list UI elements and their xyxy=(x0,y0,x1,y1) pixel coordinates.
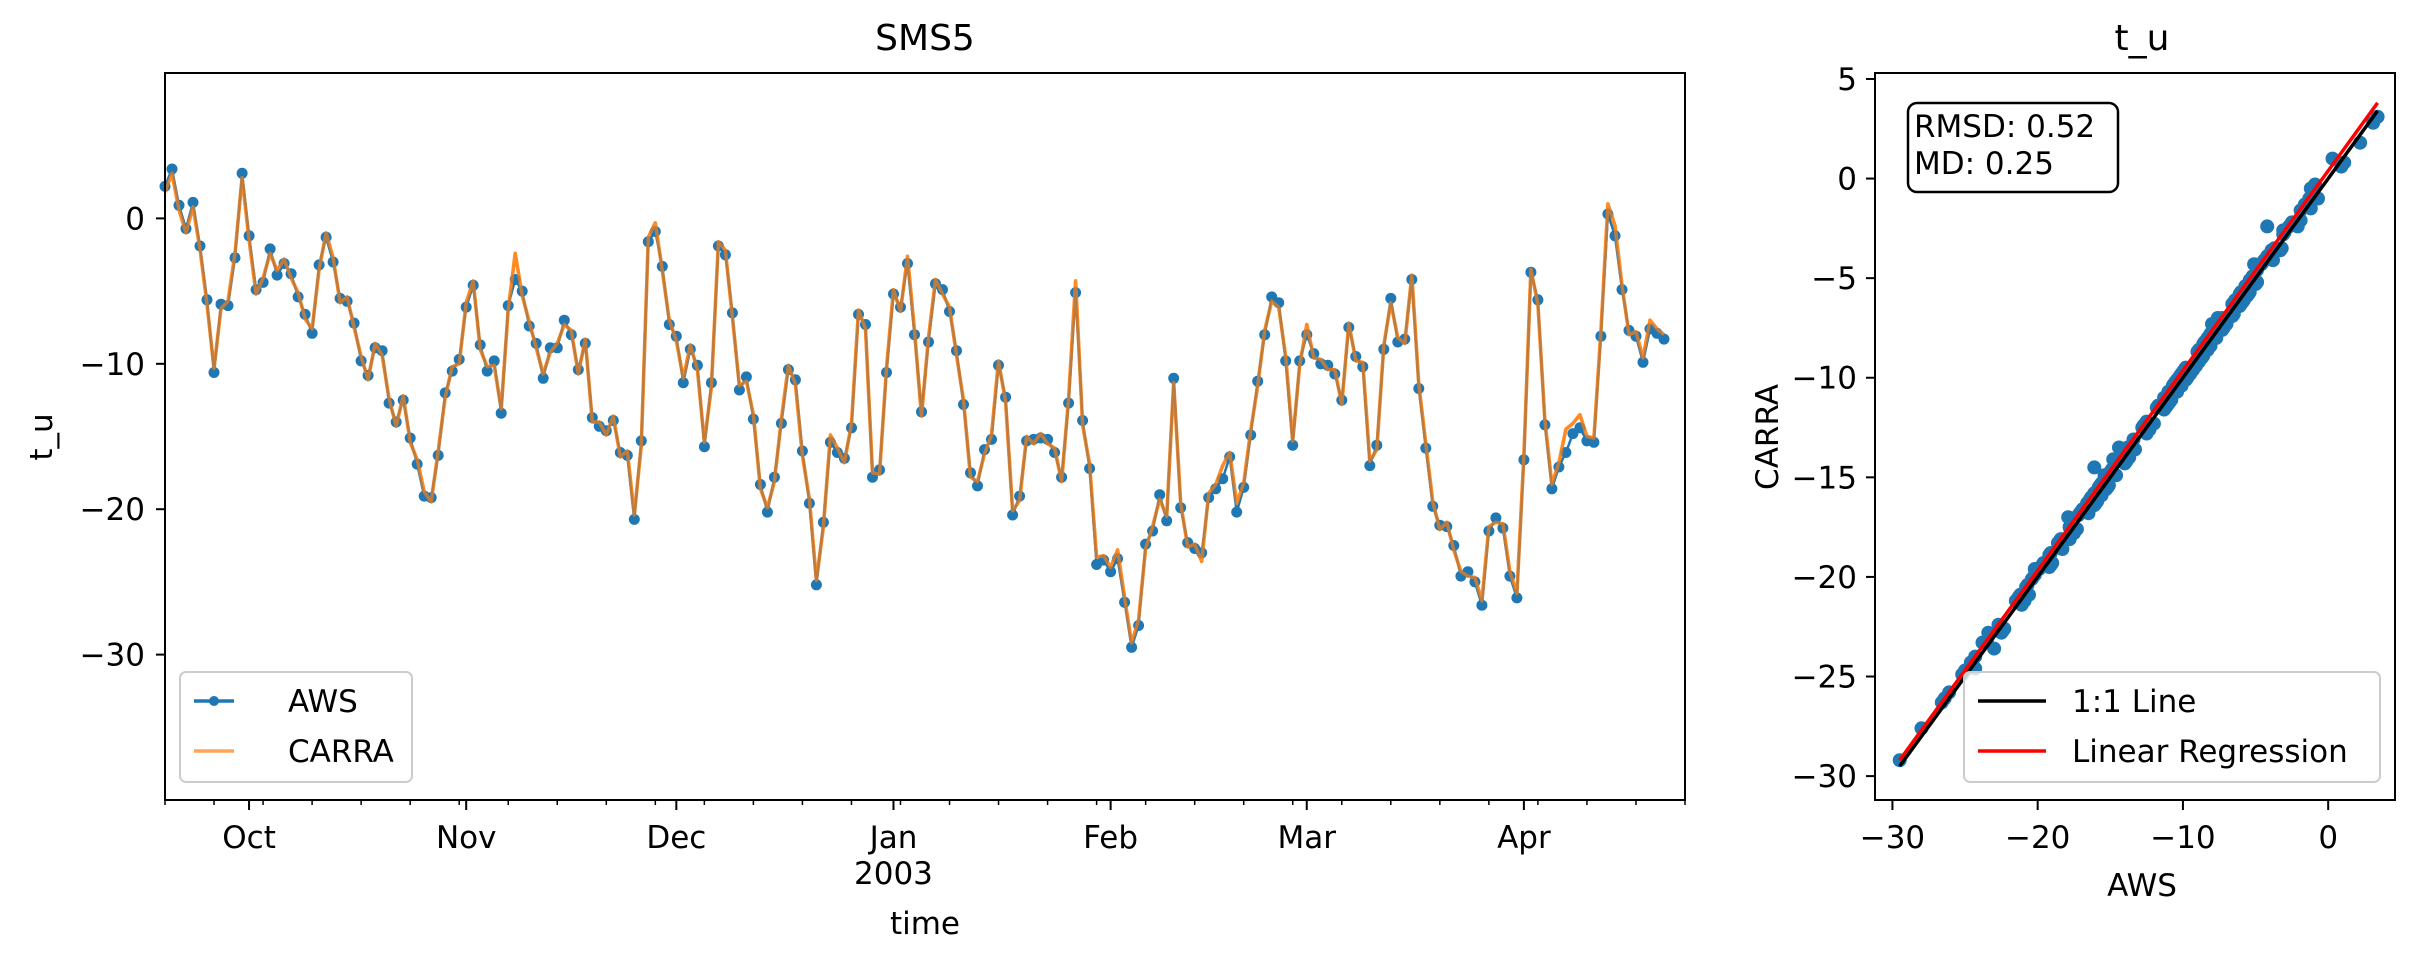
scatter-x-tick-label: −20 xyxy=(2005,820,2070,856)
aws-point xyxy=(236,167,248,179)
scatter-x-tick-label: −30 xyxy=(1860,820,1925,856)
rmsd-text: RMSD: 0.52 xyxy=(1914,109,2095,145)
scatter-y-tick-label: −25 xyxy=(1792,660,1857,696)
aws-point xyxy=(264,243,276,255)
aws-point xyxy=(1490,512,1502,524)
x-tick-label: Jan xyxy=(868,820,918,856)
scatter-y-tick-label: −20 xyxy=(1792,560,1857,596)
x-tick-label: Dec xyxy=(646,820,706,856)
aws-point xyxy=(166,163,178,175)
scatter-point xyxy=(2210,311,2225,325)
scatter-legend-box xyxy=(1963,671,2381,783)
scatter-axes-frame xyxy=(1874,72,2396,801)
aws-point xyxy=(1476,599,1488,611)
x-tick-label: Feb xyxy=(1083,820,1138,856)
regression-line xyxy=(1898,101,2379,762)
stats-annotation-box xyxy=(1906,101,2120,194)
scatter-x-tick-label: 0 xyxy=(2318,820,2338,856)
scatter-x-ticks: −30 −20 −10 0 xyxy=(1860,800,2338,856)
timeseries-axes-frame xyxy=(164,72,1686,801)
aws-point xyxy=(1588,436,1600,448)
aws-point xyxy=(488,355,500,367)
y-tick-label: −10 xyxy=(80,347,145,383)
aws-point xyxy=(698,441,710,453)
aws-point xyxy=(1007,509,1019,521)
aws-point xyxy=(972,480,983,492)
aws-point xyxy=(1287,439,1299,451)
timeseries-x-axis-label: time xyxy=(890,906,960,942)
md-text: MD: 0.25 xyxy=(1914,146,2054,182)
scatter-y-tick-label: −5 xyxy=(1811,261,1857,297)
aws-point xyxy=(810,579,822,591)
x-tick-label: Oct xyxy=(222,820,276,856)
legend-regression-label: Linear Regression xyxy=(2072,734,2348,770)
timeseries-series-layer xyxy=(159,163,1670,653)
scatter-y-tick-label: 0 xyxy=(1837,162,1857,198)
aws-point xyxy=(187,196,199,208)
one-to-one-line xyxy=(1898,109,2379,768)
y-tick-label: −20 xyxy=(80,492,145,528)
legend-carra-label: CARRA xyxy=(288,734,394,770)
scatter-point xyxy=(2087,460,2102,475)
aws-point xyxy=(761,506,773,518)
aws-point xyxy=(1168,372,1180,384)
timeseries-title: SMS5 xyxy=(875,18,975,59)
legend-aws-label: AWS xyxy=(288,684,358,720)
carra-series-line-overlay xyxy=(163,171,1666,645)
scatter-y-tick-label: 5 xyxy=(1837,62,1857,98)
scatter-title: t_u xyxy=(2115,18,2170,59)
scatter-y-ticks: 5 0 −5 −10 −15 −20 −25 −30 xyxy=(1792,62,1875,795)
aws-point xyxy=(271,269,283,281)
aws-point xyxy=(306,327,318,339)
aws-point xyxy=(1126,641,1138,653)
x-tick-label: Nov xyxy=(436,820,497,856)
aws-point xyxy=(1658,333,1670,345)
aws-point xyxy=(628,513,640,525)
scatter-point xyxy=(1987,641,2002,656)
aws-point xyxy=(1546,483,1558,495)
legend-one-to-one-label: 1:1 Line xyxy=(2072,684,2196,720)
aws-point xyxy=(677,377,689,389)
scatter-y-tick-label: −15 xyxy=(1792,460,1857,496)
y-tick-label: 0 xyxy=(125,201,145,237)
stats-annotation: RMSD: 0.52 MD: 0.25 xyxy=(1906,101,2120,194)
aws-point xyxy=(1231,506,1243,518)
scatter-y-tick-label: −30 xyxy=(1792,759,1857,795)
aws-point xyxy=(558,314,570,326)
aws-point xyxy=(733,384,745,396)
scatter-legend: 1:1 Line Linear Regression xyxy=(1963,671,2381,783)
aws-point xyxy=(1637,356,1649,368)
aws-point xyxy=(481,365,493,377)
aws-point xyxy=(495,407,507,419)
x-tick-sublabel: 2003 xyxy=(854,856,933,892)
scatter-x-axis-label: AWS xyxy=(2107,868,2177,904)
aws-point xyxy=(208,367,220,378)
scatter-lines-layer xyxy=(1898,101,2379,768)
scatter-y-axis-label: CARRA xyxy=(1750,384,1786,490)
aws-point xyxy=(740,371,752,383)
x-tick-label: Apr xyxy=(1497,820,1551,856)
scatter-point xyxy=(2260,219,2275,234)
aws-point xyxy=(1364,460,1376,472)
aws-point xyxy=(1154,489,1166,501)
y-tick-label: −30 xyxy=(80,638,145,674)
legend-aws-marker xyxy=(209,696,219,706)
aws-point xyxy=(1105,566,1117,578)
timeseries-legend: AWS CARRA xyxy=(179,671,413,783)
scatter-y-tick-label: −10 xyxy=(1792,361,1857,397)
aws-point xyxy=(537,372,549,384)
scatter-x-tick-label: −10 xyxy=(2150,820,2215,856)
aws-point xyxy=(1385,292,1397,304)
timeseries-y-ticks: 0 −10 −20 −30 xyxy=(80,201,165,674)
timeseries-y-axis-label: t_u xyxy=(24,413,60,460)
aws-point xyxy=(1511,592,1523,604)
scatter-panel: t_u 5 0 −5 −10 −15 −20 −25 −30 −30 −20 −10 0 AWS C… xyxy=(1750,18,2396,904)
x-tick-label: Mar xyxy=(1278,820,1337,856)
aws-point xyxy=(1161,515,1173,527)
timeseries-legend-box xyxy=(179,671,413,783)
